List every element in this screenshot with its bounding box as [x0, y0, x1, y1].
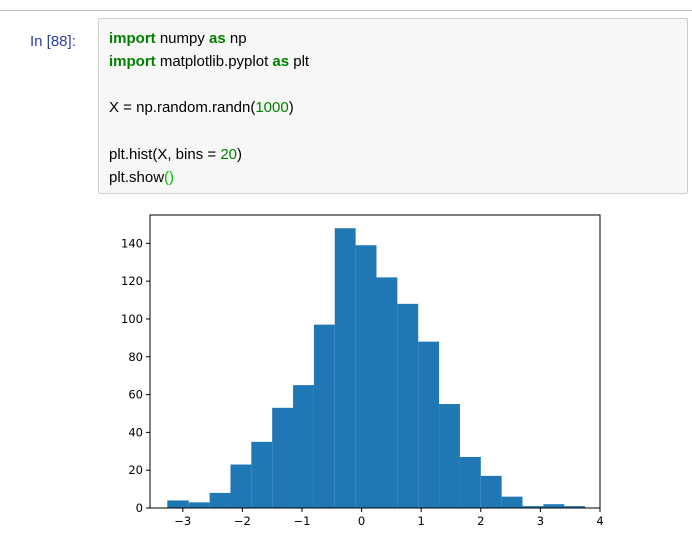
y-axis: 0 20 40 60 80 100 120 140	[121, 236, 150, 515]
histogram-bar	[230, 464, 252, 508]
histogram-bar	[564, 506, 586, 508]
x-tick-label: −2	[234, 514, 251, 528]
y-tick-label: 100	[121, 312, 143, 326]
histogram-bar	[313, 324, 335, 508]
histogram-bar	[439, 404, 460, 508]
x-tick-label: −3	[174, 514, 191, 528]
number-literal: 1000	[255, 99, 289, 116]
y-tick-label: 80	[128, 350, 143, 364]
x-tick-label: 1	[418, 514, 425, 528]
histogram-bar	[209, 492, 231, 508]
y-tick-label: 140	[121, 236, 143, 250]
y-tick-label: 40	[128, 425, 143, 439]
plot-frame	[149, 214, 601, 509]
code-text: numpy	[155, 30, 210, 47]
histogram-bar	[397, 303, 419, 508]
histogram-bar	[376, 277, 398, 508]
code-line-7: plt.show()	[109, 169, 174, 186]
bars-group	[167, 228, 586, 509]
keyword: as	[209, 30, 226, 47]
x-tick-label: 4	[596, 514, 603, 528]
code-text: )	[237, 146, 242, 163]
code-line-2: import matplotlib.pyplot as plt	[109, 53, 309, 70]
histogram-bar	[167, 500, 189, 508]
parentheses: ()	[164, 169, 175, 186]
histogram-bar	[480, 475, 502, 508]
code-text: matplotlib.pyplot	[155, 53, 273, 70]
y-tick-label: 60	[128, 388, 143, 402]
x-axis: −3 −2 −1 0 1 2 3 4	[174, 508, 604, 528]
code-text: plt.show	[109, 169, 165, 186]
histogram-bar	[334, 228, 356, 509]
histogram-bar	[418, 341, 440, 508]
histogram-bar	[522, 506, 544, 508]
histogram-chart: 0 20 40 60 80 100 120 140 −3 −2 −1 0 1 2 3 4	[121, 214, 604, 528]
histogram-bar	[501, 496, 523, 508]
code-text: np	[225, 30, 247, 47]
code-line-4: X = np.random.randn(1000)	[109, 99, 294, 116]
histogram-bar	[293, 385, 314, 508]
x-tick-label: 3	[537, 514, 544, 528]
histogram-bar	[355, 245, 377, 508]
x-tick-label: 0	[358, 514, 365, 528]
output-area: 0 20 40 60 80 100 120 140 −3 −2 −1 0 1 2 3 4	[98, 205, 618, 550]
keyword: import	[109, 53, 156, 70]
histogram-bar	[188, 502, 210, 508]
x-tick-label: 2	[477, 514, 484, 528]
input-prompt: In [88]:	[30, 33, 76, 50]
histogram-bar	[459, 456, 481, 508]
code-text: plt.hist(X, bins =	[109, 146, 221, 163]
histogram-bar	[272, 407, 294, 508]
x-tick-label: −1	[294, 514, 311, 528]
y-tick-label: 20	[128, 463, 143, 477]
code-text: plt	[289, 53, 310, 70]
code-cell[interactable]: import numpy as np import matplotlib.pyp…	[98, 18, 688, 194]
cell-separator	[0, 10, 692, 11]
code-text: )	[288, 99, 294, 116]
y-tick-label: 0	[136, 501, 143, 515]
histogram-bar	[251, 441, 273, 508]
histogram-bar	[543, 504, 565, 508]
code-line-1: import numpy as np	[109, 30, 247, 47]
y-tick-label: 120	[121, 274, 143, 288]
number-literal: 20	[220, 146, 237, 163]
code-line-6: plt.hist(X, bins = 20)	[109, 146, 242, 163]
code-text: X = np.random.randn(	[109, 99, 256, 116]
keyword: as	[272, 53, 290, 70]
keyword: import	[109, 30, 156, 47]
